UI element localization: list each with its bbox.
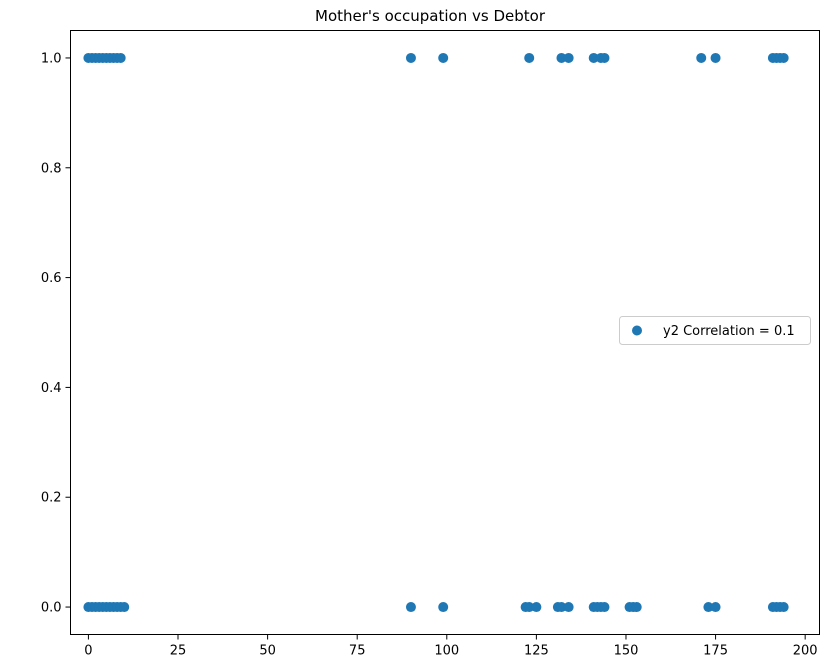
data-point <box>119 602 130 613</box>
y-tick-label: 0.0 <box>41 601 62 616</box>
y-tick-label: 0.2 <box>41 491 62 506</box>
data-point <box>599 52 610 63</box>
data-point <box>531 602 542 613</box>
x-tick-label: 0 <box>84 644 92 659</box>
plot-area-frame <box>70 30 820 635</box>
x-tick-label: 25 <box>170 644 187 659</box>
y-tick-label: 0.6 <box>41 271 62 286</box>
x-tick-label: 175 <box>703 644 728 659</box>
data-point <box>599 602 610 613</box>
y-tick-label: 0.8 <box>41 161 62 176</box>
data-point <box>556 52 567 63</box>
data-point <box>696 52 707 63</box>
chart-title: Mother's occupation vs Debtor <box>315 7 546 25</box>
data-point <box>524 602 535 613</box>
data-point <box>563 52 574 63</box>
x-tick-label: 100 <box>434 644 459 659</box>
x-tick-label: 125 <box>524 644 549 659</box>
legend-marker <box>632 325 642 336</box>
data-point <box>778 602 789 613</box>
data-point <box>524 52 535 63</box>
data-point <box>631 602 642 613</box>
x-tick-label: 200 <box>793 644 818 659</box>
legend-box <box>619 316 811 345</box>
data-point <box>778 52 789 63</box>
data-point <box>710 602 721 613</box>
data-point <box>588 52 599 63</box>
x-tick-label: 50 <box>259 644 276 659</box>
y-tick-label: 0.4 <box>41 381 62 396</box>
y-axis: 0.0 0.2 0.4 0.6 0.8 1.0 <box>41 51 71 616</box>
data-point <box>405 602 416 613</box>
legend: y2 Correlation = 0.1 <box>619 316 811 345</box>
legend-label: y2 Correlation = 0.1 <box>663 324 795 339</box>
data-point <box>115 52 126 63</box>
data-point <box>710 52 721 63</box>
y-tick-label: 1.0 <box>41 51 62 66</box>
data-point <box>405 52 416 63</box>
x-axis: 0 25 50 75 100 125 150 175 200 <box>84 634 818 659</box>
data-point <box>563 602 574 613</box>
x-tick-label: 75 <box>349 644 366 659</box>
x-tick-label: 150 <box>614 644 639 659</box>
data-point <box>703 602 714 613</box>
data-point <box>556 602 567 613</box>
data-point <box>438 52 449 63</box>
data-points <box>83 52 789 613</box>
data-point <box>438 602 449 613</box>
